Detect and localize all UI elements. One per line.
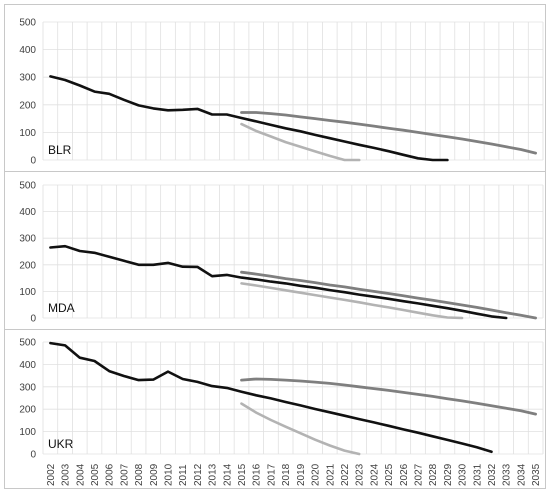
series-line-lower (240, 122, 361, 162)
x-tick-label: 2006 (105, 463, 116, 486)
series-line-historical (49, 244, 508, 320)
x-tick-label: 2005 (90, 463, 101, 486)
series-line-upper (240, 377, 537, 416)
x-tick-label: 2033 (502, 463, 513, 486)
y-tick-label: 300 (19, 73, 36, 84)
series-line-historical (49, 341, 493, 454)
y-tick-label: 500 (19, 338, 36, 349)
x-tick-label: 2002 (46, 463, 57, 486)
x-tick-label: 2021 (325, 463, 336, 486)
x-tick-label: 2024 (369, 463, 380, 486)
series-line-lower (240, 282, 464, 320)
y-tick-label: 200 (19, 405, 36, 416)
x-tick-label: 2016 (252, 463, 263, 486)
x-tick-label: 2015 (237, 463, 248, 486)
x-tick-label: 2023 (355, 463, 366, 486)
x-tick-label: 2003 (61, 463, 72, 486)
x-tick-label: 2031 (472, 463, 483, 486)
x-tick-label: 2004 (75, 463, 86, 486)
y-tick-label: 500 (19, 18, 36, 29)
series-line-historical (49, 75, 449, 162)
x-tick-label: 2032 (487, 463, 498, 486)
x-tick-label: 2030 (458, 463, 469, 486)
x-tick-label: 2035 (531, 463, 542, 486)
x-tick-label: 2026 (399, 463, 410, 486)
y-tick-label: 400 (19, 45, 36, 56)
y-tick-label: 0 (30, 314, 36, 325)
y-tick-label: 100 (19, 427, 36, 438)
y-tick-label: 400 (19, 360, 36, 371)
x-tick-label: 2022 (340, 463, 351, 486)
y-tick-label: 0 (30, 450, 36, 461)
y-tick-label: 300 (19, 234, 36, 245)
x-tick-label: 2029 (443, 463, 454, 486)
y-tick-label: 200 (19, 100, 36, 111)
x-tick-label: 2019 (296, 463, 307, 486)
chart-frame (4, 4, 546, 489)
y-tick-label: 300 (19, 382, 36, 393)
x-tick-label: 2008 (134, 463, 145, 486)
x-tick-label: 2012 (193, 463, 204, 486)
y-tick-label: 400 (19, 207, 36, 218)
x-tick-label: 2017 (266, 463, 277, 486)
x-tick-label: 2034 (516, 463, 527, 486)
x-tick-label: 2028 (428, 463, 439, 486)
panel-label-ukr: UKR (48, 437, 74, 451)
x-tick-label: 2010 (164, 463, 175, 486)
y-tick-label: 500 (19, 181, 36, 192)
y-tick-label: 200 (19, 260, 36, 271)
x-tick-label: 2025 (384, 463, 395, 486)
x-tick-label: 2018 (281, 463, 292, 486)
y-tick-label: 100 (19, 128, 36, 139)
panel-label-blr: BLR (48, 143, 72, 157)
x-tick-label: 2020 (311, 463, 322, 486)
series-line-upper (240, 270, 537, 320)
panel-label-mda: MDA (48, 301, 75, 315)
x-tick-label: 2013 (208, 463, 219, 486)
x-tick-label: 2009 (149, 463, 160, 486)
x-tick-label: 2007 (119, 463, 130, 486)
y-tick-label: 100 (19, 287, 36, 298)
series-line-upper (240, 111, 537, 155)
y-tick-label: 0 (30, 156, 36, 167)
x-tick-label: 2027 (414, 463, 425, 486)
x-tick-label: 2014 (222, 463, 233, 486)
series-line-lower (240, 402, 361, 456)
x-tick-label: 2011 (178, 464, 189, 486)
